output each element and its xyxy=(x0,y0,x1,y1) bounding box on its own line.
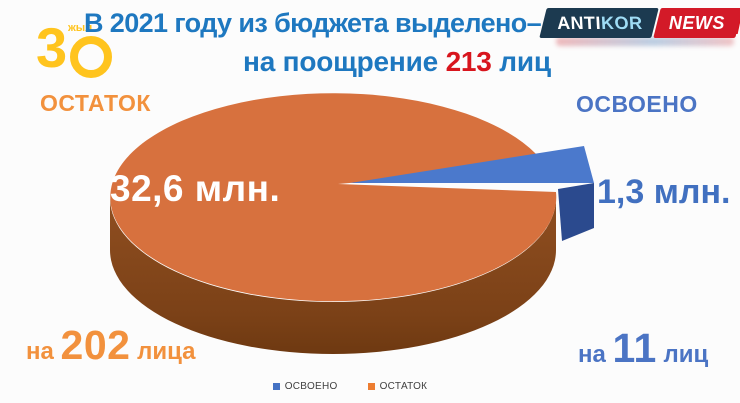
persons-label-remainder: на 202 лица xyxy=(26,322,196,369)
pie-slice-remainder-side xyxy=(110,198,556,354)
logo-caption: жыл xyxy=(68,22,93,34)
badge-news-text: NEWS xyxy=(668,12,725,33)
badge-news-segment: NEWS xyxy=(652,8,740,38)
legend-swatch-spent xyxy=(272,383,280,390)
logo-zero-ring-icon xyxy=(70,36,112,78)
badge-anti-text: ANTI xyxy=(554,12,604,33)
persons-remainder-post: лица xyxy=(130,338,196,365)
logo-digit: 3 xyxy=(36,16,68,79)
motion-blur-artifact xyxy=(556,37,734,46)
headline-line2-tail: лиц xyxy=(491,46,551,77)
persons-remainder-pre: на xyxy=(26,338,61,365)
persons-spent-number: 11 xyxy=(612,325,657,371)
category-label-spent: ОСВОЕНО xyxy=(576,91,698,117)
chart-legend: ОСВОЕНО ОСТАТОК xyxy=(0,381,700,392)
persons-spent-pre: на xyxy=(578,341,613,368)
headline-line2-count: 213 xyxy=(445,46,492,77)
pie-slice-spent-side xyxy=(558,183,594,241)
headline-line2: на поощрение 213 лиц xyxy=(243,46,551,78)
persons-label-spent: на 11 лиц xyxy=(578,325,708,372)
badge-kor-text: KOR xyxy=(598,12,645,33)
value-label-spent: 1,3 млн. xyxy=(597,173,731,211)
pie-slice-spent xyxy=(350,146,594,183)
legend-label-spent: ОСВОЕНО xyxy=(284,381,338,392)
antikor-news-badge: ANTIKOR NEWS xyxy=(539,8,740,38)
value-label-remainder: 32,6 млн. xyxy=(110,168,281,209)
headline-line2-blue: на поощрение xyxy=(243,46,446,77)
badge-antikor-segment: ANTIKOR xyxy=(539,8,659,38)
persons-remainder-number: 202 xyxy=(60,322,131,368)
legend-label-remainder: ОСТАТОК xyxy=(379,381,428,392)
legend-item-spent: ОСВОЕНО xyxy=(272,381,338,392)
persons-spent-post: лиц xyxy=(656,341,709,368)
legend-item-remainder: ОСТАТОК xyxy=(367,381,428,392)
headline-line1: В 2021 году из бюджета выделено– 33, xyxy=(84,8,584,39)
headline-line1-blue: В 2021 году из бюджета выделено– xyxy=(84,8,548,38)
anniversary-30-years-logo: 3 жыл xyxy=(36,20,136,82)
legend-swatch-remainder xyxy=(367,383,375,390)
pie-slice-remainder xyxy=(110,93,557,302)
category-label-remainder: ОСТАТОК xyxy=(40,90,151,116)
